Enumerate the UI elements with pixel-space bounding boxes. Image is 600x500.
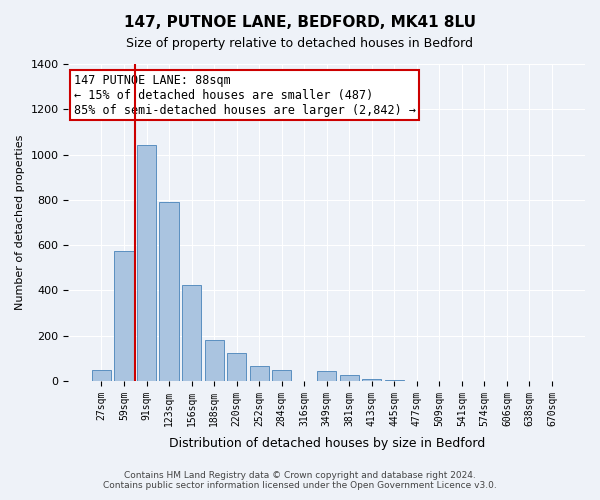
Text: 147 PUTNOE LANE: 88sqm
← 15% of detached houses are smaller (487)
85% of semi-de: 147 PUTNOE LANE: 88sqm ← 15% of detached… — [74, 74, 416, 116]
Bar — [115, 251, 134, 381]
Bar — [272, 370, 291, 381]
Y-axis label: Number of detached properties: Number of detached properties — [15, 135, 25, 310]
X-axis label: Distribution of detached houses by size in Bedford: Distribution of detached houses by size … — [169, 437, 485, 450]
Text: Contains HM Land Registry data © Crown copyright and database right 2024.
Contai: Contains HM Land Registry data © Crown c… — [103, 470, 497, 490]
Bar — [160, 202, 179, 381]
Bar — [250, 366, 269, 381]
Bar — [137, 146, 156, 381]
Bar — [317, 370, 336, 381]
Bar — [340, 376, 359, 381]
Text: 147, PUTNOE LANE, BEDFORD, MK41 8LU: 147, PUTNOE LANE, BEDFORD, MK41 8LU — [124, 15, 476, 30]
Bar — [362, 378, 382, 381]
Text: Size of property relative to detached houses in Bedford: Size of property relative to detached ho… — [127, 38, 473, 51]
Bar — [385, 380, 404, 381]
Bar — [205, 340, 224, 381]
Bar — [92, 370, 111, 381]
Bar — [182, 284, 201, 381]
Bar — [227, 352, 246, 381]
